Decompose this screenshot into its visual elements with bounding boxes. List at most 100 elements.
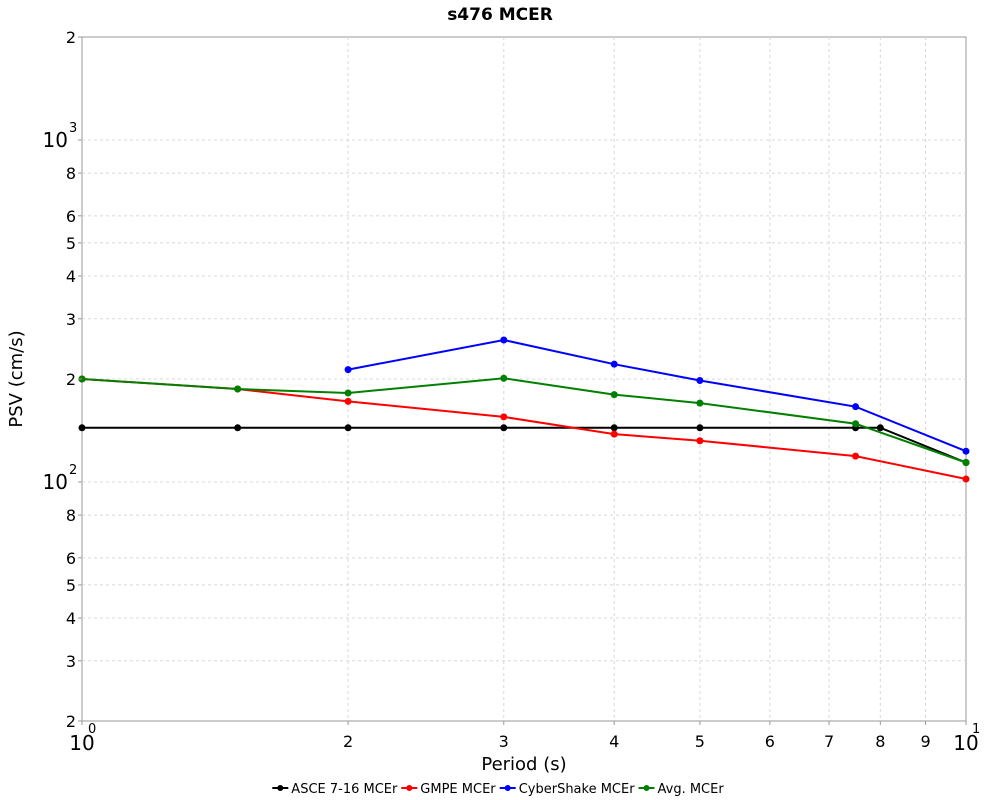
data-point [852,403,860,411]
data-point [852,420,860,428]
y-tick: 2 [66,28,82,47]
data-point [234,424,242,432]
x-tick: 4 [609,721,619,751]
y-tick-label: 3 [66,652,76,671]
x-tick-exponent: 0 [88,722,96,737]
series-cybershake-mcer [344,336,970,455]
x-tick: 100 [69,721,96,755]
x-tick-label: 6 [765,732,775,751]
x-tick: 9 [920,721,931,751]
x-tick: 3 [499,721,509,751]
legend-label: GMPE MCEr [420,782,496,797]
y-tick-label: 4 [66,609,76,628]
legend-label: ASCE 7-16 MCEr [291,782,398,797]
y-tick-label: 3 [66,310,76,329]
y-tick: 8 [66,164,82,183]
y-tick: 10 3 [43,121,82,152]
plot-area [81,36,967,722]
y-tick: 3 [66,652,82,671]
legend-item: ASCE 7-16 MCEr [272,782,398,797]
x-tick-label: 7 [824,732,834,751]
y-tick: 5 [66,234,82,253]
data-point [696,376,704,384]
legend-swatch-marker [504,785,511,791]
data-point [696,424,704,432]
y-tick: 5 [66,576,82,595]
x-tick: 2 [343,721,353,751]
y-tick-label: 2 [66,370,76,389]
x-tick-label: 5 [695,732,705,751]
x-tick: 6 [765,721,775,751]
y-tick-label: 2 [66,712,76,731]
x-tick-label: 2 [343,732,353,751]
x-tick: 8 [875,721,885,751]
legend-label: Avg. MCEr [658,782,725,797]
data-point [962,458,970,466]
legend-label: CyberShake MCEr [519,782,636,797]
x-tick: 101 [953,721,980,755]
x-tick-label: 8 [875,732,885,751]
chart-title: s476 MCER [447,5,553,25]
y-tick-exponent: 3 [69,121,77,136]
y-tick-label: 5 [66,576,76,595]
series-avg-mcer [78,374,970,466]
legend-swatch-marker [643,785,650,791]
x-tick: 5 [695,721,705,751]
data-point [696,437,704,445]
x-tick-label: 3 [499,732,509,751]
y-tick: 10 2 [43,463,82,494]
data-point [344,397,352,405]
y-axis-label: PSV (cm/s) [6,330,27,427]
y-tick: 8 [66,506,82,525]
data-point [610,424,618,432]
x-tick-label: 10 [69,731,94,755]
x-axis-label: Period (s) [481,754,566,775]
legend-swatch-marker [277,785,284,791]
y-tick: 6 [66,207,82,226]
data-point [876,424,884,432]
y-tick: 6 [66,549,82,568]
legend-item: GMPE MCEr [401,782,496,797]
y-tick-exponent: 2 [69,463,77,478]
data-point [610,430,618,438]
x-tick-label: 4 [609,732,619,751]
y-tick: 4 [66,267,82,286]
data-point [500,413,508,421]
legend-item: Avg. MCEr [638,782,725,797]
data-point [962,475,970,483]
data-point [344,424,352,432]
y-tick-label: 6 [66,207,76,226]
legend-item: CyberShake MCEr [499,782,636,797]
grid-layer [82,37,966,721]
y-tick: 2 [66,712,82,731]
series-line [347,338,967,453]
y-tick-label: 8 [66,164,76,183]
data-point [344,366,352,374]
data-point [962,447,970,455]
x-tick-exponent: 1 [972,722,980,737]
series-line [81,378,967,480]
x-tick-label: 9 [920,732,930,751]
data-point [500,336,508,344]
y-tick: 2 [66,370,82,389]
data-point [234,385,242,393]
data-point [78,424,86,432]
y-tick-label: 8 [66,506,76,525]
data-point [500,424,508,432]
data-point [696,399,704,407]
y-tick-label: 2 [66,28,76,47]
legend-swatch-marker [406,785,413,791]
y-tick-label: 10 [43,128,68,152]
y-tick-label: 5 [66,234,76,253]
y-tick: 3 [66,310,82,329]
series-asce-7-16-mcer [78,424,970,466]
y-tick-label: 6 [66,549,76,568]
data-point [500,374,508,382]
data-point [344,389,352,397]
series-line [81,377,967,464]
y-tick: 4 [66,609,82,628]
y-tick-label: 4 [66,267,76,286]
